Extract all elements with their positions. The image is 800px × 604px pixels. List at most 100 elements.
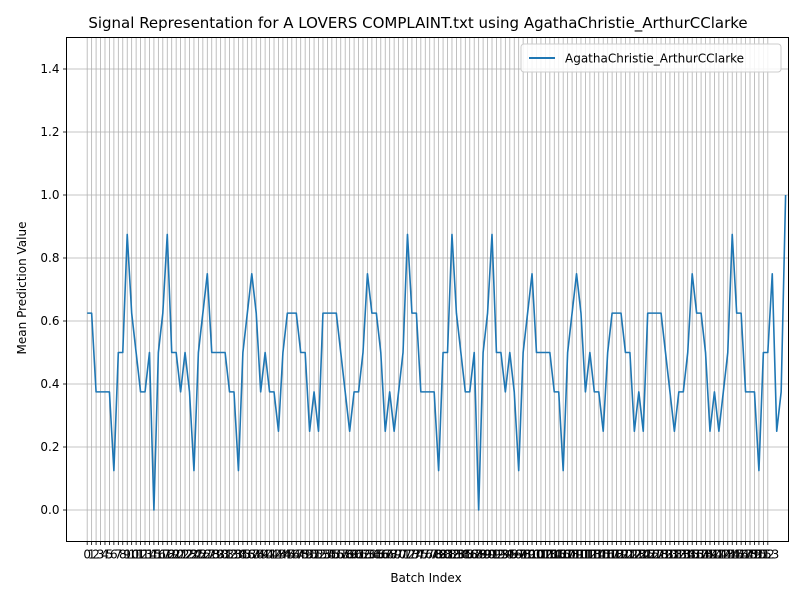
x-tick-label: 97 xyxy=(511,548,526,562)
x-tick-label: 72 xyxy=(400,548,415,562)
x-tick-label: 81 xyxy=(440,548,455,562)
x-tick-label: 140 xyxy=(699,548,722,562)
x-tick-label: 144 xyxy=(716,548,739,562)
chart-title: Signal Representation for A LOVERS COMPL… xyxy=(88,14,747,33)
x-tick-label: 123 xyxy=(623,548,646,562)
x-tick-label: 142 xyxy=(707,548,730,562)
x-tick-label: 129 xyxy=(650,548,673,562)
x-tick-label: 143 xyxy=(712,548,735,562)
x-tick-label: 106 xyxy=(547,548,570,562)
x-tick-label: 10 xyxy=(124,548,139,562)
x-tick-label: 76 xyxy=(418,548,433,562)
x-tick-label: 91 xyxy=(484,548,499,562)
x-tick-label: 3 xyxy=(97,548,105,562)
x-tick-label: 75 xyxy=(413,548,428,562)
x-tick-label: 21 xyxy=(173,548,188,562)
legend-box xyxy=(520,43,782,73)
x-tick-label: 47 xyxy=(289,548,304,562)
x-tick-label: 60 xyxy=(346,548,361,562)
x-tick-label: 9 xyxy=(123,548,131,562)
x-tick-label: 92 xyxy=(489,548,504,562)
x-tick-label: 120 xyxy=(610,548,633,562)
x-tick-label: 127 xyxy=(641,548,664,562)
x-tick-label: 74 xyxy=(409,548,424,562)
x-tick-label: 40 xyxy=(257,548,272,562)
x-tick-label: 58 xyxy=(338,548,353,562)
x-tick-label: 100 xyxy=(521,548,544,562)
x-tick-label: 138 xyxy=(690,548,713,562)
x-tick-label: 53 xyxy=(315,548,330,562)
x-tick-label: 85 xyxy=(458,548,473,562)
x-tick-label: 139 xyxy=(694,548,717,562)
x-tick-label: 96 xyxy=(507,548,522,562)
legend-label: AgathaChristie_ArthurCClarke xyxy=(565,52,744,66)
x-tick-label: 37 xyxy=(244,548,259,562)
y-tick-label: 1.2 xyxy=(40,125,59,139)
x-tick-label: 102 xyxy=(529,548,552,562)
x-tick-label: 150 xyxy=(743,548,766,562)
x-tick-label: 41 xyxy=(262,548,277,562)
x-tick-label: 148 xyxy=(734,548,757,562)
x-tick-label: 130 xyxy=(654,548,677,562)
x-tick-label: 80 xyxy=(435,548,450,562)
x-tick-label: 63 xyxy=(360,548,375,562)
x-tick-label: 8 xyxy=(119,548,127,562)
x-tick-label: 151 xyxy=(747,548,770,562)
x-tick-label: 78 xyxy=(427,548,442,562)
x-tick-label: 104 xyxy=(538,548,561,562)
y-tick-label: 0.0 xyxy=(40,503,59,517)
series-layer xyxy=(87,194,787,511)
y-tick-label: 1.0 xyxy=(40,188,59,202)
x-tick-label: 132 xyxy=(663,548,686,562)
y-tick-label: 0.8 xyxy=(40,251,59,265)
x-tick-label: 110 xyxy=(565,548,588,562)
x-tick-label: 57 xyxy=(333,548,348,562)
x-tick-label: 35 xyxy=(235,548,250,562)
x-tick-label: 128 xyxy=(645,548,668,562)
x-tick-label: 64 xyxy=(364,548,379,562)
x-tick-label: 122 xyxy=(618,548,641,562)
x-tick-label: 23 xyxy=(182,548,197,562)
x-tick-label: 149 xyxy=(739,548,762,562)
x-tick-label: 87 xyxy=(467,548,482,562)
x-tick-label: 62 xyxy=(355,548,370,562)
x-tick-label: 131 xyxy=(658,548,681,562)
x-tick-label: 98 xyxy=(516,548,531,562)
x-tick-label: 114 xyxy=(583,548,606,562)
x-tick-label: 39 xyxy=(253,548,268,562)
x-tick-label: 121 xyxy=(614,548,637,562)
x-tick-label: 68 xyxy=(382,548,397,562)
x-tick-label: 11 xyxy=(128,548,143,562)
x-tick-label: 43 xyxy=(271,548,286,562)
x-tick-label: 89 xyxy=(475,548,490,562)
x-tick-label: 147 xyxy=(730,548,753,562)
x-tick-label: 12 xyxy=(133,548,148,562)
x-tick-label: 101 xyxy=(525,548,548,562)
x-tick-label: 51 xyxy=(306,548,321,562)
x-tick-label: 103 xyxy=(534,548,557,562)
x-tick-label: 28 xyxy=(204,548,219,562)
x-tick-label: 105 xyxy=(543,548,566,562)
x-tick-label: 112 xyxy=(574,548,597,562)
x-tick-label: 115 xyxy=(587,548,610,562)
x-tick-label: 125 xyxy=(632,548,655,562)
x-tick-label: 71 xyxy=(395,548,410,562)
x-tick-label: 99 xyxy=(520,548,535,562)
x-tick-label: 133 xyxy=(667,548,690,562)
x-tick-label: 94 xyxy=(498,548,513,562)
y-tick-label: 1.4 xyxy=(40,62,59,76)
x-tick-label: 0 xyxy=(83,548,91,562)
x-tick-label: 135 xyxy=(676,548,699,562)
x-tick-label: 24 xyxy=(186,548,201,562)
y-tick-label: 0.6 xyxy=(40,314,59,328)
x-tick-label: 49 xyxy=(298,548,313,562)
grid-layer xyxy=(66,37,789,542)
x-tick-label: 77 xyxy=(422,548,437,562)
x-tick-label: 118 xyxy=(601,548,624,562)
y-axis-ticks: 0.0 0.2 0.4 0.6 0.8 1.0 1.2 1.4 xyxy=(40,62,67,517)
x-tick-label: 61 xyxy=(351,548,366,562)
x-tick-label: 26 xyxy=(195,548,210,562)
x-tick-label: 48 xyxy=(293,548,308,562)
